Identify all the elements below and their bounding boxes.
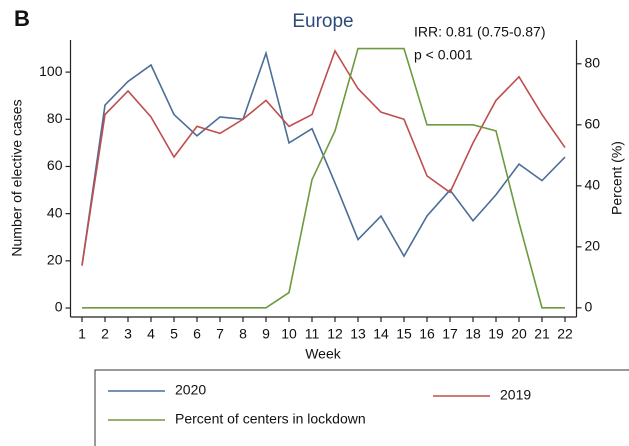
legend-label: 2020 [175,382,206,398]
y2-tick-label: 80 [585,54,601,70]
x-tick-label: 9 [262,326,270,342]
x-tick-label: 1 [78,326,86,342]
annotation: p < 0.001 [414,47,473,63]
data-line [82,47,565,309]
x-tick-label: 15 [396,326,412,342]
y2-axis-label: Percent (%) [609,141,625,215]
y2-tick-label: 0 [585,299,593,315]
y-axis-label: Number of elective cases [9,99,25,256]
x-tick-label: 2 [101,326,109,342]
y-tick-label: 40 [47,204,63,220]
y-tick-label: 80 [47,110,63,126]
x-tick-label: 21 [534,326,550,342]
x-axis-label: Week [305,346,342,362]
x-tick-label: 10 [281,326,297,342]
x-tick-label: 6 [193,326,201,342]
data-line [81,50,566,266]
x-tick-label: 13 [350,326,366,342]
y-tick-label: 60 [47,157,63,173]
y2-tick-label: 20 [585,238,601,254]
y-tick-label: 0 [55,299,63,315]
y2-tick-label: 40 [585,177,601,193]
x-tick-label: 8 [239,326,247,342]
y-tick-label: 100 [39,63,63,79]
x-tick-label: 18 [465,326,481,342]
x-tick-label: 11 [305,326,320,342]
y2-tick-label: 60 [585,116,601,132]
x-tick-label: 12 [327,326,343,342]
x-tick-label: 14 [373,326,389,342]
legend-label: 2019 [500,387,531,403]
x-tick-label: 22 [557,326,573,342]
x-tick-label: 3 [124,326,132,342]
x-tick-label: 19 [488,326,504,342]
annotation: IRR: 0.81 (0.75-0.87) [414,24,546,40]
legend-label: Percent of centers in lockdown [175,411,366,427]
x-tick-label: 7 [216,326,224,342]
chart-title: Europe [292,11,353,32]
x-tick-label: 20 [511,326,527,342]
y-tick-label: 20 [47,252,63,268]
x-tick-label: 16 [419,326,435,342]
legend-box [94,369,629,446]
x-tick-label: 17 [442,326,458,342]
x-tick-label: 4 [147,326,155,342]
data-line [81,49,566,266]
x-tick-label: 5 [170,326,178,342]
panel-label: B [14,6,30,31]
